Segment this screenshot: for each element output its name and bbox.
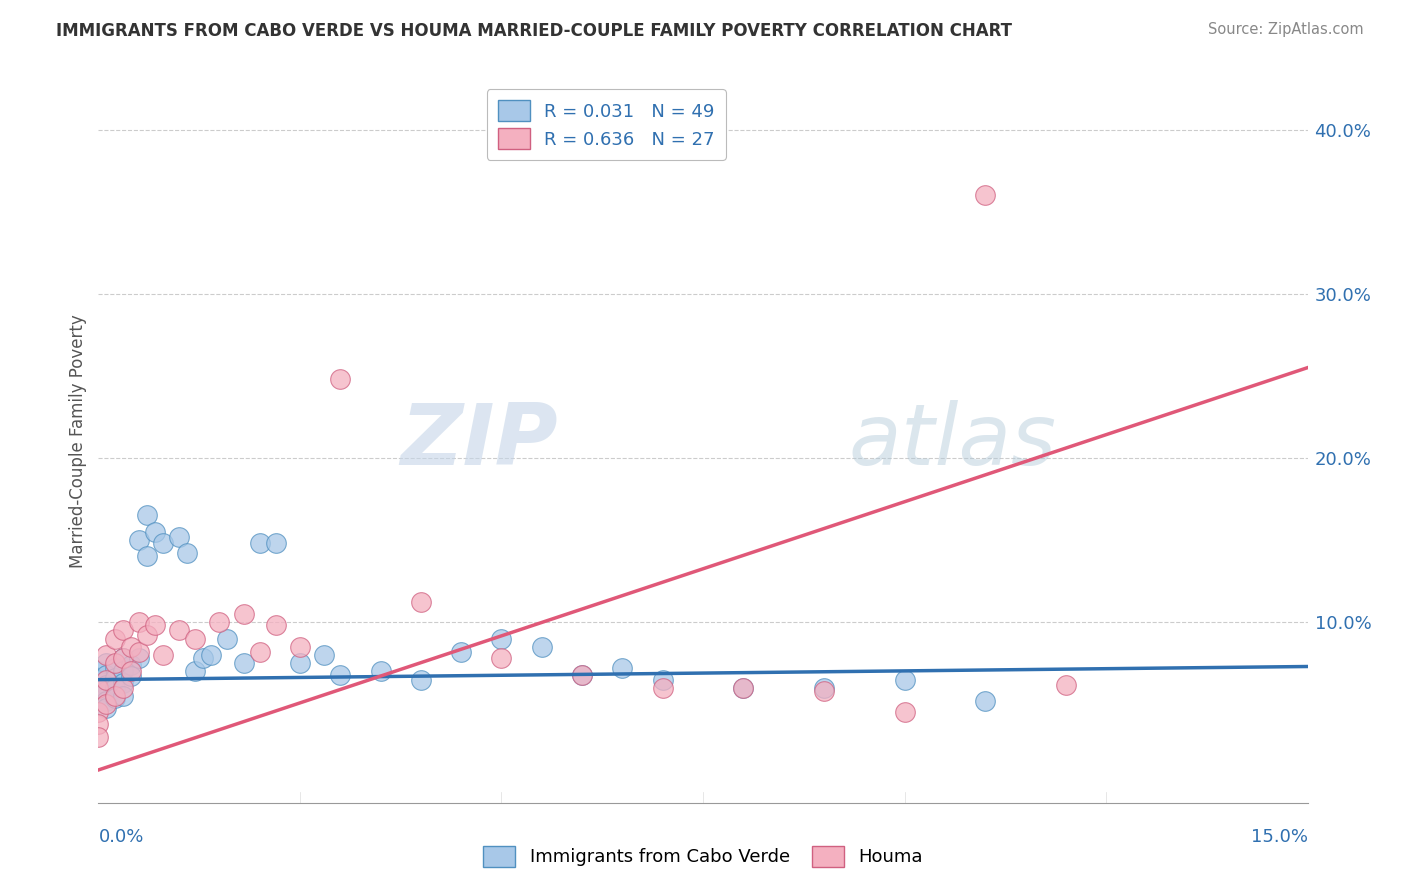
Point: [87, 706, 110, 720]
Legend: Immigrants from Cabo Verde, Houma: Immigrants from Cabo Verde, Houma: [475, 838, 931, 874]
Point: [96, 677, 118, 691]
Point: [120, 665, 142, 679]
Point: [200, 648, 222, 662]
Point: [974, 188, 997, 202]
Point: [111, 676, 134, 690]
Point: [370, 665, 392, 679]
Point: [128, 651, 150, 665]
Point: [103, 690, 125, 705]
Point: [87, 665, 110, 679]
Point: [120, 657, 142, 672]
Point: [232, 607, 254, 621]
Point: [167, 530, 190, 544]
Point: [264, 536, 287, 550]
Point: [974, 694, 997, 708]
Point: [232, 657, 254, 671]
Point: [111, 689, 134, 703]
Point: [208, 615, 231, 630]
Point: [314, 648, 336, 662]
Point: [96, 698, 118, 712]
Point: [167, 624, 190, 638]
Point: [193, 651, 215, 665]
Point: [491, 651, 513, 665]
Point: [184, 665, 207, 679]
Text: Source: ZipAtlas.com: Source: ZipAtlas.com: [1208, 22, 1364, 37]
Point: [491, 632, 513, 646]
Point: [409, 673, 432, 687]
Point: [571, 667, 593, 681]
Point: [128, 533, 150, 547]
Point: [87, 681, 110, 695]
Point: [409, 595, 432, 609]
Point: [651, 673, 673, 687]
Point: [733, 681, 755, 695]
Point: [128, 645, 150, 659]
Point: [264, 618, 287, 632]
Text: 15.0%: 15.0%: [1250, 828, 1308, 847]
Point: [111, 665, 134, 679]
Legend: R = 0.031   N = 49, R = 0.636   N = 27: R = 0.031 N = 49, R = 0.636 N = 27: [486, 89, 725, 160]
Point: [103, 689, 125, 703]
Point: [103, 661, 125, 675]
Point: [96, 700, 118, 714]
Point: [288, 657, 311, 671]
Text: atlas: atlas: [848, 400, 1056, 483]
Point: [176, 546, 198, 560]
Point: [128, 615, 150, 630]
Point: [135, 508, 157, 523]
Point: [135, 549, 157, 564]
Point: [87, 730, 110, 744]
Point: [450, 645, 472, 659]
Point: [103, 657, 125, 671]
Point: [96, 648, 118, 662]
Point: [152, 648, 174, 662]
Point: [96, 694, 118, 708]
Point: [96, 684, 118, 698]
Text: 0.0%: 0.0%: [98, 828, 143, 847]
Point: [135, 628, 157, 642]
Text: IMMIGRANTS FROM CABO VERDE VS HOUMA MARRIED-COUPLE FAMILY POVERTY CORRELATION CH: IMMIGRANTS FROM CABO VERDE VS HOUMA MARR…: [56, 22, 1012, 40]
Point: [329, 372, 352, 386]
Point: [612, 661, 634, 675]
Point: [103, 671, 125, 685]
Point: [120, 640, 142, 654]
Point: [184, 632, 207, 646]
Point: [87, 717, 110, 731]
Point: [143, 618, 166, 632]
Point: [96, 673, 118, 687]
Point: [893, 706, 915, 720]
Point: [103, 632, 125, 646]
Point: [96, 667, 118, 681]
Text: ZIP: ZIP: [401, 400, 558, 483]
Point: [111, 651, 134, 665]
Point: [143, 524, 166, 539]
Point: [571, 667, 593, 681]
Point: [651, 681, 673, 695]
Point: [120, 669, 142, 683]
Point: [288, 640, 311, 654]
Point: [103, 681, 125, 695]
Point: [813, 684, 835, 698]
Point: [87, 673, 110, 687]
Point: [813, 681, 835, 695]
Point: [87, 689, 110, 703]
Point: [96, 657, 118, 671]
Point: [733, 681, 755, 695]
Y-axis label: Married-Couple Family Poverty: Married-Couple Family Poverty: [69, 315, 87, 568]
Point: [217, 632, 239, 646]
Point: [152, 536, 174, 550]
Point: [530, 640, 553, 654]
Point: [249, 645, 271, 659]
Point: [1054, 677, 1077, 691]
Point: [893, 673, 915, 687]
Point: [111, 624, 134, 638]
Point: [329, 667, 352, 681]
Point: [111, 651, 134, 665]
Point: [87, 681, 110, 695]
Point: [111, 681, 134, 695]
Point: [249, 536, 271, 550]
